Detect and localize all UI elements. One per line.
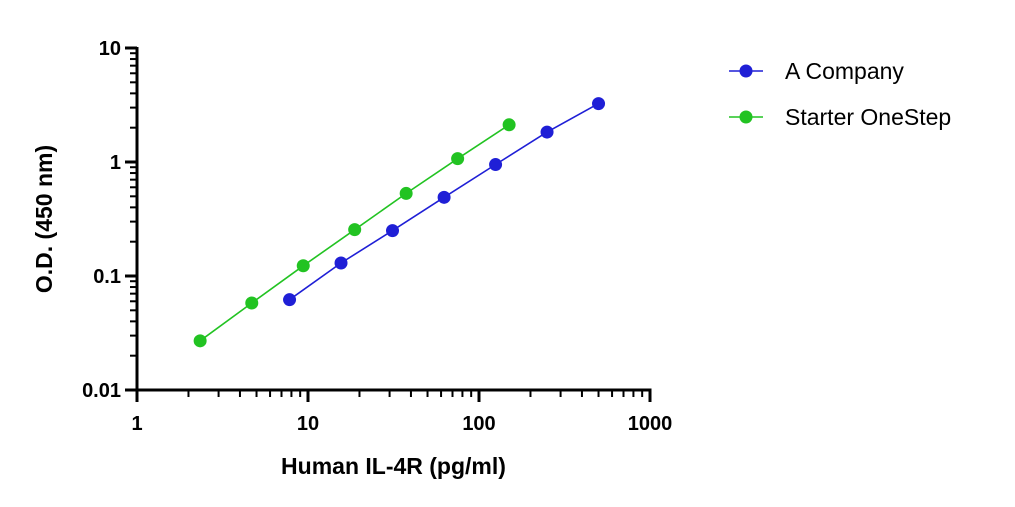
x-tick-label: 10 [297, 413, 319, 435]
axes: 0.01 0.1 1 10 1 10 100 1000 [82, 38, 672, 435]
data-point [451, 152, 465, 166]
data-point [540, 125, 554, 139]
data-point [399, 186, 413, 200]
legend: A Company Starter OneStep [729, 58, 951, 130]
data-point [296, 259, 310, 273]
series-1 [193, 118, 516, 348]
y-tick-label: 0.01 [82, 380, 121, 402]
data-point [193, 334, 207, 348]
legend-marker [739, 110, 753, 124]
legend-item: Starter OneStep [729, 104, 951, 130]
data-point [592, 97, 606, 111]
y-tick-label: 0.1 [93, 266, 121, 288]
data-point [386, 224, 400, 238]
legend-label: A Company [785, 58, 904, 84]
data-point [245, 296, 259, 310]
y-ticks: 0.01 0.1 1 10 [82, 38, 137, 402]
x-tick-label: 1000 [628, 413, 673, 435]
y-axis-title: O.D. (450 nm) [31, 145, 57, 293]
data-point [437, 190, 451, 204]
x-tick-label: 1 [131, 413, 142, 435]
data-point [502, 118, 516, 132]
x-ticks: 1 10 100 1000 [131, 390, 672, 435]
y-tick-label: 1 [110, 152, 121, 174]
data-point [489, 158, 503, 172]
data-point [334, 256, 348, 270]
x-tick-label: 100 [462, 413, 495, 435]
x-axis-title: Human IL-4R (pg/ml) [281, 453, 506, 479]
plot-series [193, 97, 606, 348]
legend-marker [739, 64, 753, 78]
legend-label: Starter OneStep [785, 104, 951, 130]
data-point [348, 223, 362, 237]
y-tick-label: 10 [99, 38, 121, 60]
series-0 [283, 97, 606, 307]
data-point [283, 293, 297, 307]
legend-item: A Company [729, 58, 904, 84]
